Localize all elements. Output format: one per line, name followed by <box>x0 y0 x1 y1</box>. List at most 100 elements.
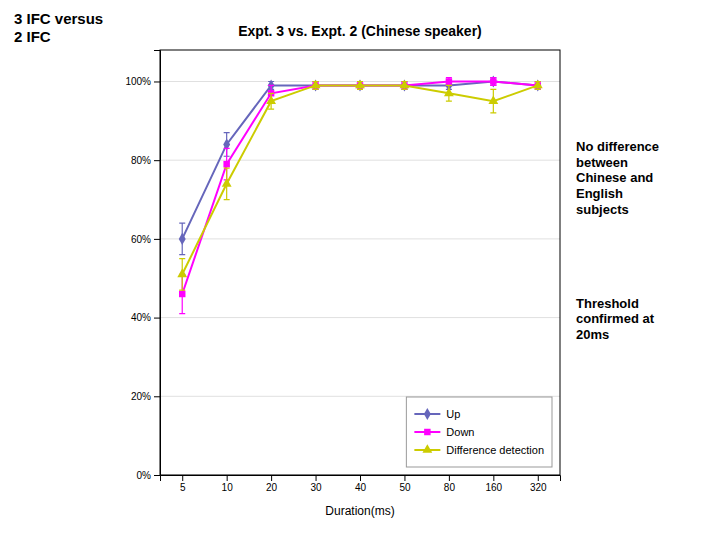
point <box>490 75 497 87</box>
point <box>222 178 232 187</box>
series <box>179 78 541 314</box>
x-axis: 5 10 20 30 40 50 80 160 320 <box>161 475 561 493</box>
x-tick-mark <box>493 475 494 481</box>
y-tick-label: 60% <box>131 234 151 245</box>
x-tick-label: 320 <box>530 482 547 493</box>
x-tick-label: 40 <box>355 482 367 493</box>
error-bar <box>446 78 452 86</box>
x-tick-label: 10 <box>222 482 234 493</box>
y-tick: 40% <box>131 312 160 323</box>
legend-symbol <box>424 408 431 420</box>
annotation-line: subjects <box>576 202 629 217</box>
y-tick-label: 100% <box>125 76 151 87</box>
legend: Up Down Difference detection <box>406 397 552 467</box>
x-tick: 40 <box>355 475 367 493</box>
legend-label: Down <box>446 426 474 438</box>
y-tick-mark <box>154 81 160 82</box>
series <box>179 75 542 254</box>
y-tick-mark <box>154 318 160 319</box>
legend-label: Difference detection <box>446 444 544 456</box>
point <box>223 161 229 167</box>
point <box>533 80 543 89</box>
annotation-line: confirmed at <box>576 311 655 326</box>
legend-entry: Down <box>414 426 474 438</box>
annotation: 3 IFC versus2 IFC <box>14 10 103 45</box>
y-tick-label: 80% <box>131 155 151 166</box>
legend-box <box>406 397 552 467</box>
annotation-line: 2 IFC <box>14 28 51 45</box>
annotation: No differencebetweenChinese andEnglishsu… <box>576 139 659 216</box>
plot-frame <box>160 50 560 475</box>
x-tick: 50 <box>399 475 411 493</box>
y-tick-mark <box>154 396 160 397</box>
x-tick-mark <box>404 475 405 481</box>
legend-symbol <box>422 444 432 453</box>
x-tick-label: 50 <box>399 482 411 493</box>
legend-symbol <box>424 429 430 435</box>
annotation-line: 20ms <box>576 327 609 342</box>
annotation-line: 3 IFC versus <box>14 10 103 27</box>
y-tick-label: 0% <box>137 470 152 481</box>
x-tick-mark <box>449 475 450 481</box>
grid-line <box>160 317 560 318</box>
x-axis-title: Duration(ms) <box>325 504 394 518</box>
point <box>400 80 410 89</box>
point <box>444 88 454 97</box>
series-line <box>182 85 538 274</box>
annotation-line: Chinese and <box>576 170 653 185</box>
point <box>177 269 187 278</box>
x-tick-mark <box>316 475 317 481</box>
point <box>311 80 321 89</box>
x-tick: 20 <box>266 475 278 493</box>
x-tick-label: 30 <box>310 482 322 493</box>
legend-entry: Difference detection <box>414 444 544 456</box>
point <box>266 95 276 104</box>
y-tick-mark <box>154 160 160 161</box>
point <box>446 78 452 84</box>
plot: 0% 20% 40% 60% 80% 100% 5 10 20 30 40 50 80 160 320 Up D… <box>125 50 560 493</box>
marks <box>177 75 542 313</box>
legend-entry: Up <box>414 408 460 420</box>
x-tick: 5 <box>180 475 186 493</box>
y-tick-mark <box>154 475 160 476</box>
point <box>179 233 186 245</box>
legend-items: Up Down Difference detection <box>414 408 544 456</box>
title: Expt. 3 vs. Expt. 2 (Chinese speaker) <box>238 23 482 39</box>
legend-label: Up <box>446 408 460 420</box>
error-bar <box>179 223 185 254</box>
series-line <box>182 81 538 294</box>
x-tick: 10 <box>222 475 234 493</box>
series-line <box>182 81 538 238</box>
y-tick-label: 40% <box>131 312 151 323</box>
x-tick-label: 80 <box>444 482 456 493</box>
x-tick: 80 <box>444 475 456 493</box>
y-tick: 60% <box>131 234 160 245</box>
y-tick: 20% <box>131 391 160 402</box>
y-tick: 80% <box>131 155 160 166</box>
point <box>488 95 498 104</box>
x-tick-mark <box>360 475 361 481</box>
x-axis-line <box>161 476 561 482</box>
x-tick-label: 5 <box>180 482 186 493</box>
y-tick: 0% <box>137 470 160 481</box>
grid <box>160 81 560 475</box>
y-axis: 0% 20% 40% 60% 80% 100% <box>125 51 160 481</box>
x-tick-mark <box>271 475 272 481</box>
point <box>490 78 496 84</box>
y-tick-mark <box>154 239 160 240</box>
error-bar <box>490 78 496 86</box>
x-tick-mark <box>538 475 539 481</box>
annotation-line: between <box>576 155 628 170</box>
x-tick-mark <box>182 475 183 481</box>
x-tick: 160 <box>485 475 502 493</box>
annotation-line: Threshold <box>576 296 639 311</box>
y-tick-label: 20% <box>131 391 151 402</box>
annotation-line: No difference <box>576 139 659 154</box>
x-tick-mark <box>227 475 228 481</box>
y-axis-line <box>154 51 161 476</box>
point <box>179 291 185 297</box>
annotation-line: English <box>576 186 623 201</box>
y-tick: 100% <box>125 76 160 87</box>
x-tick: 30 <box>310 475 322 493</box>
x-tick-label: 20 <box>266 482 278 493</box>
